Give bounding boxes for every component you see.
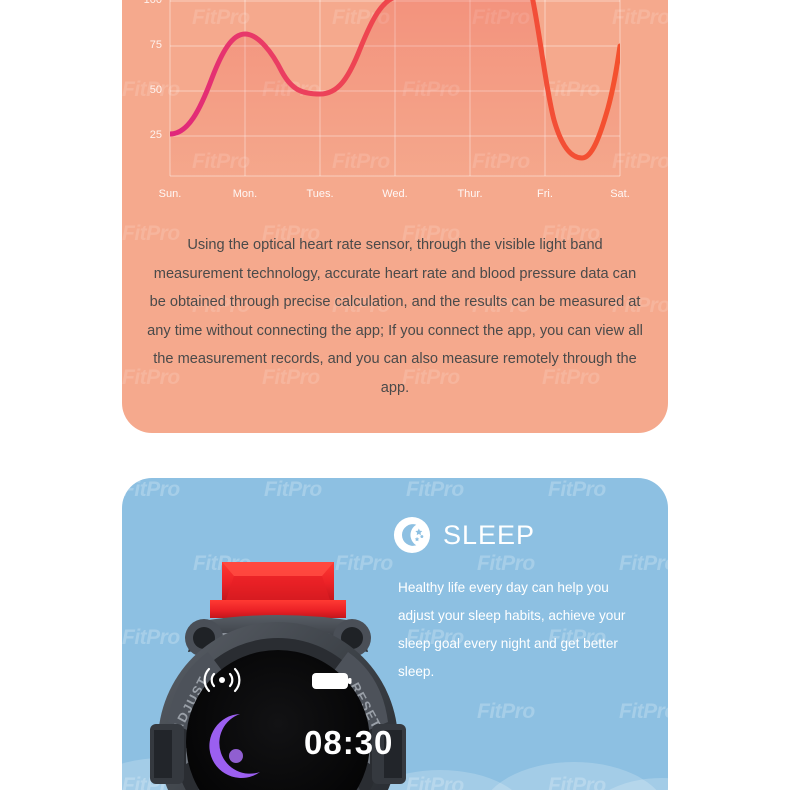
chart-ytick-100: 100 bbox=[143, 0, 162, 6]
chart-xtick-tues: Tues. bbox=[306, 188, 334, 200]
chart-xtick-sun: Sun. bbox=[158, 188, 182, 200]
heart-rate-chart: 100 75 50 25 Sun. Mon. Tues. Wed. Thur. … bbox=[122, 0, 668, 210]
sleep-card: FitPro FitPro FitPro FitPro FitPro FitPro FitP… bbox=[122, 478, 668, 790]
watermark-text: FitPro bbox=[548, 478, 606, 501]
sport-watch-image: SPORT WATCH ADJUST RESET bbox=[150, 562, 406, 790]
sleep-moon-glyph bbox=[209, 714, 260, 778]
chart-xtick-thur: Thur. bbox=[457, 188, 483, 200]
chart-area-fill bbox=[170, 0, 620, 176]
watermark-text: FitPro bbox=[406, 478, 464, 501]
chart-line bbox=[170, 0, 620, 161]
sleep-header: SLEEP bbox=[393, 516, 535, 554]
chart-ytick-50: 50 bbox=[149, 84, 162, 96]
chart-ytick-75: 75 bbox=[149, 39, 162, 51]
watch-strap bbox=[210, 562, 346, 618]
watermark-text: FitPro bbox=[477, 552, 535, 575]
watch-screen: 08:30 SLEEP bbox=[186, 650, 393, 790]
bluetooth-signal-icon bbox=[203, 667, 241, 693]
chart-xtick-mon: Mon. bbox=[232, 188, 258, 200]
moon-stars-icon bbox=[393, 516, 431, 554]
sleep-description: Healthy life every day can help you adju… bbox=[398, 580, 626, 679]
watermark-text: FitPro bbox=[122, 478, 180, 501]
heart-rate-description: Using the optical heart rate sensor, thr… bbox=[147, 237, 643, 396]
watermark-text: FitPro bbox=[264, 478, 322, 501]
heart-rate-chart-svg bbox=[169, 0, 621, 177]
chart-xtick-wed: Wed. bbox=[382, 188, 408, 200]
chart-ytick-25: 25 bbox=[149, 129, 162, 141]
battery-full-icon bbox=[312, 673, 352, 689]
chart-xtick-sat: Sat. bbox=[610, 188, 630, 200]
heart-rate-card: FitPro FitPro FitPro FitPro FitPro FitPro FitP… bbox=[122, 0, 668, 433]
watch-time-text: 08:30 bbox=[304, 724, 393, 761]
sleep-title: SLEEP bbox=[443, 519, 536, 550]
chart-xtick-fri: Fri. bbox=[537, 188, 553, 200]
watermark-text: FitPro bbox=[619, 552, 668, 575]
